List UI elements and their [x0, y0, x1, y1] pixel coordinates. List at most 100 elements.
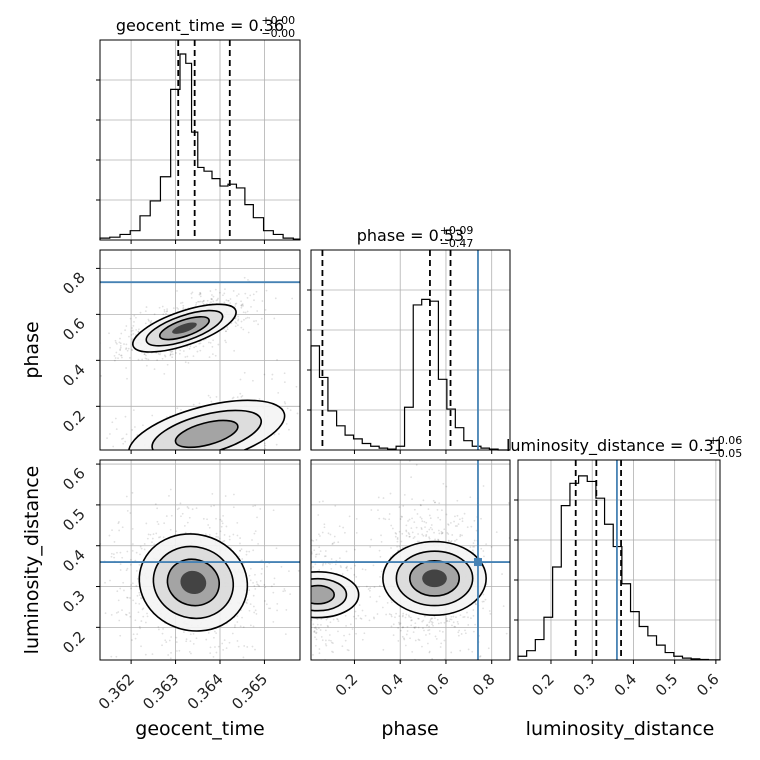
sample-point — [232, 533, 235, 536]
sample-point — [249, 624, 252, 627]
sample-point — [190, 292, 193, 295]
sample-point — [446, 532, 449, 534]
sample-point — [232, 506, 235, 509]
sample-point — [416, 513, 419, 515]
sample-point — [119, 569, 122, 571]
sample-point — [263, 583, 266, 586]
sample-point — [166, 363, 169, 366]
sample-point — [422, 499, 425, 502]
sample-point — [236, 451, 238, 453]
sample-point — [245, 553, 248, 556]
sample-point — [346, 569, 349, 572]
sample-point — [318, 652, 321, 655]
sample-point — [406, 630, 409, 632]
sample-point — [317, 440, 319, 442]
sample-point — [297, 594, 299, 596]
sample-point — [136, 594, 139, 597]
sample-point — [404, 644, 407, 647]
sample-point — [425, 521, 428, 524]
sample-point — [255, 319, 258, 322]
sample-point — [309, 603, 311, 605]
contour-level-3 — [311, 584, 335, 605]
sample-point — [261, 481, 263, 483]
sample-point — [119, 344, 122, 347]
sample-point — [163, 467, 165, 469]
sample-point — [116, 590, 119, 593]
sample-point — [481, 661, 483, 663]
sample-point — [169, 350, 172, 353]
sample-point — [457, 523, 460, 526]
sample-point — [401, 532, 404, 535]
sample-point — [214, 288, 217, 291]
sample-point — [183, 525, 186, 527]
sample-point — [430, 617, 433, 620]
sample-point — [475, 529, 478, 532]
sample-point — [122, 581, 125, 584]
sample-point — [199, 292, 202, 295]
sample-point — [165, 454, 167, 456]
sample-point — [131, 429, 134, 431]
sample-point — [176, 290, 178, 292]
sample-point — [149, 322, 152, 325]
sample-point — [121, 438, 123, 440]
sample-point — [136, 633, 139, 636]
sample-point — [129, 558, 132, 561]
sample-point — [269, 607, 272, 610]
sample-point — [321, 639, 324, 642]
sample-point — [402, 505, 405, 507]
sample-point — [307, 633, 309, 635]
sample-point — [295, 573, 297, 575]
sample-point — [237, 293, 240, 296]
sample-point — [151, 653, 154, 655]
sample-point — [118, 353, 121, 356]
sample-point — [354, 548, 356, 551]
sample-point — [214, 646, 216, 648]
sample-point — [420, 504, 422, 507]
sample-point — [286, 547, 288, 549]
sample-point — [297, 599, 299, 601]
sample-point — [209, 341, 212, 344]
sample-point — [209, 652, 212, 655]
sample-point — [417, 533, 419, 535]
panel-content — [100, 460, 300, 660]
sample-point — [332, 618, 335, 621]
sample-point — [112, 445, 115, 448]
sample-point — [314, 644, 317, 647]
sample-point — [211, 345, 214, 348]
sample-point — [186, 345, 189, 348]
sample-point — [256, 583, 259, 586]
sample-point — [176, 407, 179, 410]
sample-point — [141, 358, 144, 361]
sample-point — [205, 638, 208, 641]
sample-point — [244, 292, 247, 295]
sample-point — [240, 548, 243, 551]
sample-point — [413, 536, 416, 538]
sample-point — [422, 702, 424, 704]
sample-point — [280, 565, 283, 568]
sample-point — [236, 640, 239, 642]
sample-point — [375, 600, 378, 603]
sample-point — [332, 642, 334, 645]
sample-point — [296, 599, 298, 601]
sample-point — [163, 465, 165, 467]
sample-point — [253, 320, 255, 323]
sample-point — [153, 462, 155, 464]
sample-point — [176, 650, 178, 652]
sample-point — [213, 504, 215, 507]
sample-point — [450, 618, 453, 621]
sample-point — [345, 567, 348, 569]
sample-point — [113, 541, 116, 543]
sample-point — [170, 651, 172, 654]
sample-point — [76, 440, 78, 442]
sample-point — [207, 341, 210, 344]
sample-point — [202, 300, 205, 303]
sample-point — [131, 582, 134, 585]
sample-point — [237, 315, 240, 318]
sample-point — [289, 593, 292, 596]
sample-point — [234, 305, 237, 308]
sample-point — [303, 619, 305, 621]
sample-point — [121, 356, 123, 359]
sample-point — [399, 518, 402, 520]
sample-point — [126, 550, 129, 553]
sample-point — [257, 543, 260, 545]
